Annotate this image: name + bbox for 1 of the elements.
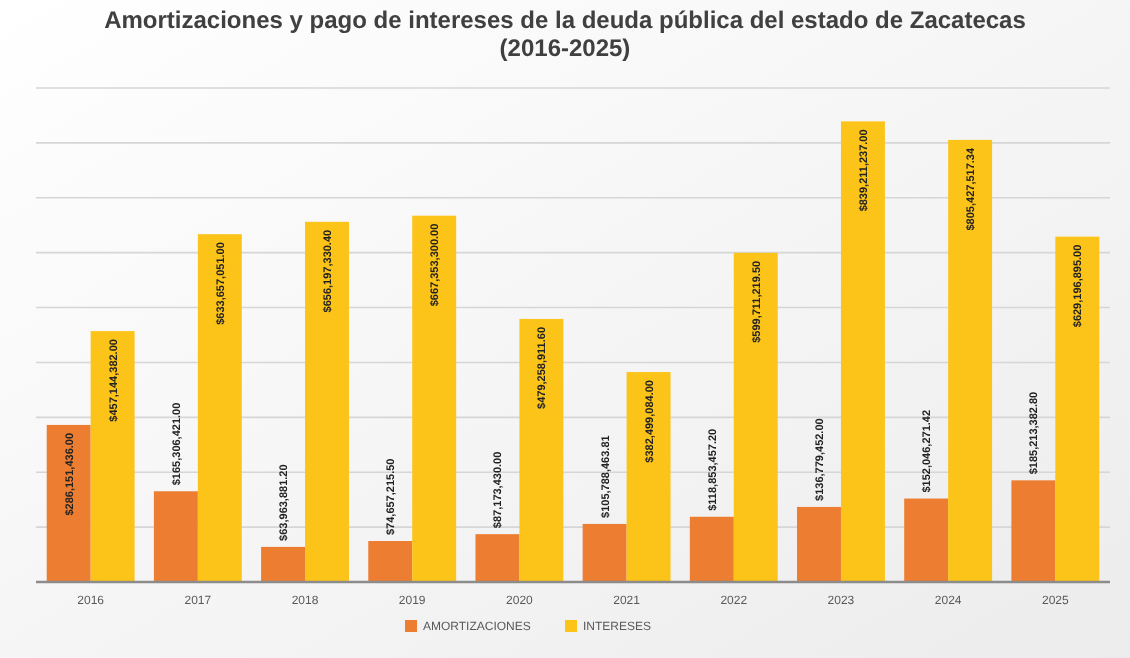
chart-title: Amortizaciones y pago de intereses de la deuda pública del estado de Zacatecas (2016-2025)	[104, 6, 1027, 62]
